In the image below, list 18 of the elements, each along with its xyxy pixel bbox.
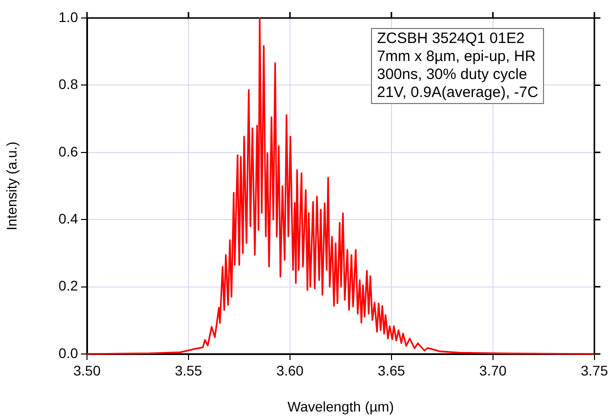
x-tick-label: 3.60	[276, 362, 304, 378]
annotation: 21V, 0.9A(average), -7C	[377, 84, 538, 102]
x-tick-label: 3.50	[73, 362, 101, 378]
x-tick-label: 3.65	[378, 362, 406, 378]
y-tick-label: 0.0	[58, 344, 78, 361]
y-tick-label: 0.4	[58, 210, 78, 226]
x-tick-label: 3.75	[580, 362, 608, 378]
y-tick-label: 0.2	[58, 278, 78, 294]
y-tick-label: 0.8	[58, 76, 78, 92]
y-tick-label: 0.6	[58, 143, 78, 160]
x-tick-label: 3.55	[174, 362, 202, 378]
y-axis-title: Intensity (a.u.)	[3, 142, 20, 230]
annotation: ZCSBH 3524Q1 01E2	[377, 30, 526, 48]
x-axis-title: Wavelength (µm)	[288, 398, 394, 414]
y-tick-label: 1.0	[58, 8, 78, 25]
x-tick-label: 3.70	[479, 362, 507, 378]
annotation: 300ns, 30% duty cycle	[377, 66, 528, 84]
annotation: 7mm x 8µm, epi-up, HR	[377, 48, 537, 66]
